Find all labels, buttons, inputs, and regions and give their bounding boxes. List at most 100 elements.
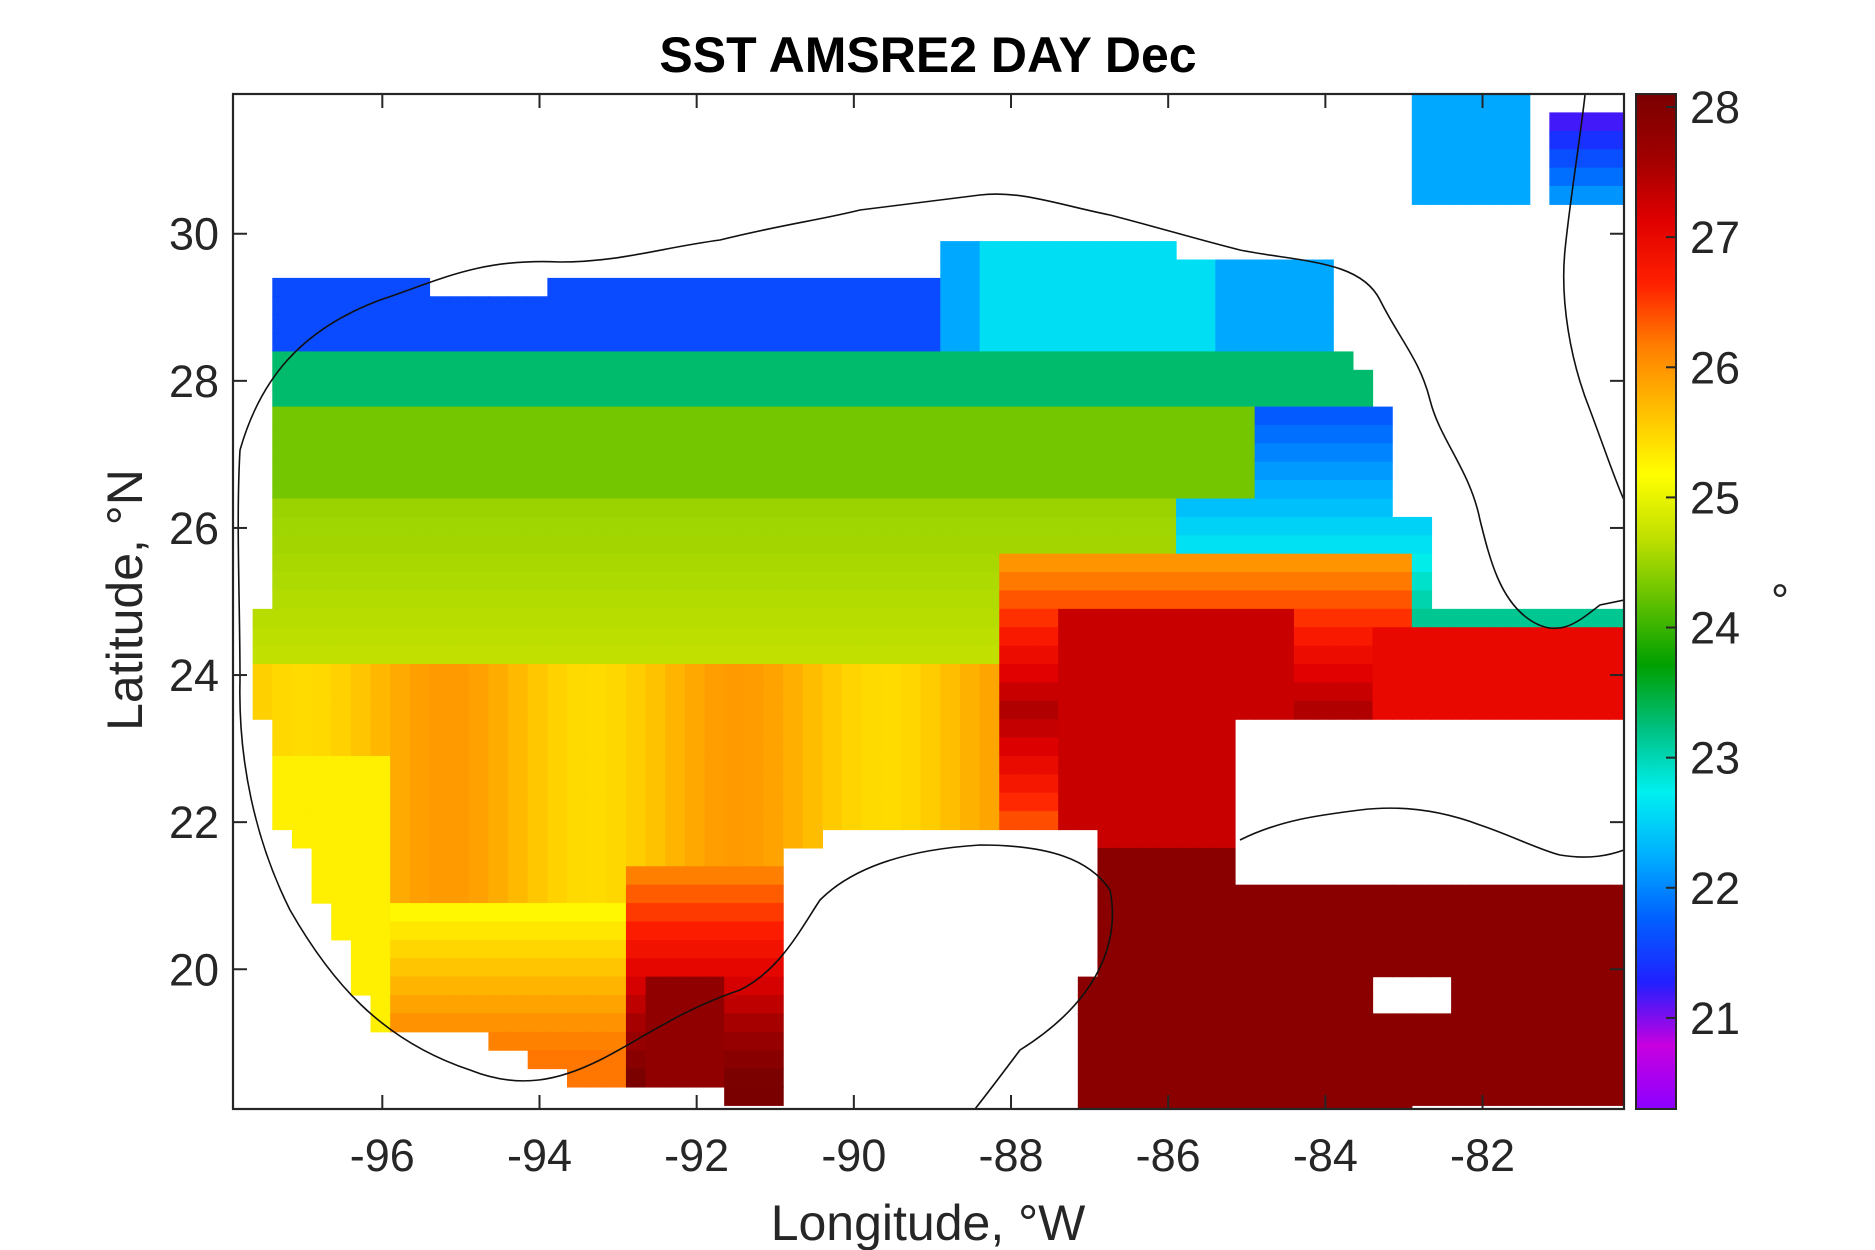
- heatmap-cell: [527, 682, 548, 702]
- heatmap-cell: [1313, 480, 1334, 500]
- heatmap-cell: [1588, 1031, 1609, 1051]
- heatmap-cell: [1333, 590, 1354, 610]
- heatmap-cell: [1156, 406, 1177, 426]
- heatmap-cell: [1117, 259, 1138, 279]
- heatmap-cell: [1195, 627, 1216, 647]
- heatmap-cell: [1549, 112, 1570, 132]
- heatmap-cell: [1392, 958, 1413, 978]
- heatmap-cell: [881, 461, 902, 481]
- heatmap-cell: [527, 645, 548, 665]
- heatmap-cell: [547, 1050, 568, 1070]
- heatmap-cell: [527, 995, 548, 1014]
- heatmap-cell: [1097, 241, 1118, 261]
- heatmap-cell: [390, 682, 411, 702]
- heatmap-cell: [1274, 572, 1295, 592]
- heatmap-cell: [704, 884, 725, 904]
- heatmap-cell: [1176, 424, 1197, 444]
- heatmap-cell: [1038, 553, 1059, 573]
- heatmap-cell: [861, 388, 882, 408]
- heatmap-cell: [1254, 553, 1275, 573]
- heatmap-cell: [1077, 572, 1099, 592]
- heatmap-cell: [390, 535, 411, 555]
- heatmap-cell: [567, 995, 588, 1014]
- heatmap-cell: [567, 829, 588, 849]
- heatmap-cell: [350, 847, 372, 867]
- heatmap-cell: [900, 369, 922, 389]
- heatmap-cell: [1215, 1068, 1236, 1088]
- heatmap-cell: [842, 314, 863, 334]
- heatmap-cell: [959, 277, 981, 297]
- heatmap-cell: [959, 553, 981, 573]
- heatmap-cell: [311, 866, 332, 886]
- heatmap-cell: [1274, 958, 1295, 978]
- heatmap-cell: [331, 866, 352, 886]
- heatmap-cell: [1097, 995, 1118, 1014]
- heatmap-cell: [1333, 388, 1354, 408]
- heatmap-cell: [1097, 921, 1118, 941]
- heatmap-cell: [940, 241, 961, 261]
- heatmap-cell: [272, 774, 293, 794]
- heatmap-cell: [684, 443, 706, 463]
- heatmap-cell: [468, 351, 490, 371]
- heatmap-cell: [1058, 259, 1079, 279]
- heatmap-cell: [1234, 682, 1256, 702]
- heatmap-cell: [488, 755, 509, 775]
- heatmap-cell: [1529, 995, 1550, 1014]
- heatmap-cell: [567, 1050, 588, 1070]
- heatmap-cell: [547, 369, 568, 389]
- heatmap-cell: [1254, 424, 1275, 444]
- heatmap-cell: [1510, 903, 1531, 923]
- heatmap-cell: [1215, 755, 1236, 775]
- heatmap-cell: [1156, 719, 1177, 739]
- heatmap-cell: [547, 480, 568, 500]
- heatmap-cell: [783, 461, 804, 481]
- heatmap-cell: [881, 627, 902, 647]
- heatmap-cell: [1234, 921, 1256, 941]
- heatmap-cell: [1352, 1013, 1374, 1033]
- heatmap-cell: [606, 645, 627, 665]
- heatmap-cell: [1352, 903, 1374, 923]
- heatmap-cell: [409, 516, 431, 536]
- heatmap-cell: [1038, 351, 1059, 371]
- heatmap-cell: [311, 572, 332, 592]
- heatmap-cell: [1313, 1031, 1334, 1051]
- heatmap-cell: [409, 406, 431, 426]
- heatmap-cell: [1254, 958, 1275, 978]
- heatmap-cell: [488, 498, 509, 518]
- heatmap-cell: [1313, 958, 1334, 978]
- heatmap-cell: [802, 700, 824, 720]
- heatmap-cell: [272, 664, 293, 684]
- heatmap-cell: [1313, 939, 1334, 959]
- heatmap-cell: [625, 480, 647, 500]
- heatmap-cell: [1274, 498, 1295, 518]
- heatmap-cell: [1097, 755, 1118, 775]
- heatmap-cell: [1568, 700, 1590, 720]
- heatmap-cell: [1313, 590, 1334, 610]
- heatmap-cell: [1392, 590, 1413, 610]
- heatmap-cell: [684, 590, 706, 610]
- heatmap-cell: [999, 296, 1020, 316]
- heatmap-cell: [1234, 443, 1256, 463]
- heatmap-cell: [409, 866, 431, 886]
- heatmap-cell: [625, 296, 647, 316]
- heatmap-cell: [822, 333, 843, 353]
- heatmap-cell: [1077, 1068, 1099, 1088]
- heatmap-cell: [763, 277, 784, 297]
- heatmap-cell: [724, 719, 745, 739]
- heatmap-cell: [1136, 645, 1158, 665]
- heatmap-cell: [1529, 884, 1550, 904]
- heatmap-cell: [1254, 645, 1275, 665]
- heatmap-cell: [999, 664, 1020, 684]
- heatmap-cell: [842, 424, 863, 444]
- heatmap-cell: [370, 333, 391, 353]
- heatmap-cell: [1018, 314, 1040, 334]
- heatmap-cell: [645, 921, 666, 941]
- heatmap-cell: [311, 535, 332, 555]
- heatmap-cell: [586, 958, 607, 978]
- heatmap-cell: [1038, 314, 1059, 334]
- heatmap-cell: [390, 645, 411, 665]
- heatmap-cell: [1097, 443, 1118, 463]
- heatmap-cell: [704, 755, 725, 775]
- heatmap-cell: [370, 958, 391, 978]
- heatmap-cell: [1136, 1050, 1158, 1070]
